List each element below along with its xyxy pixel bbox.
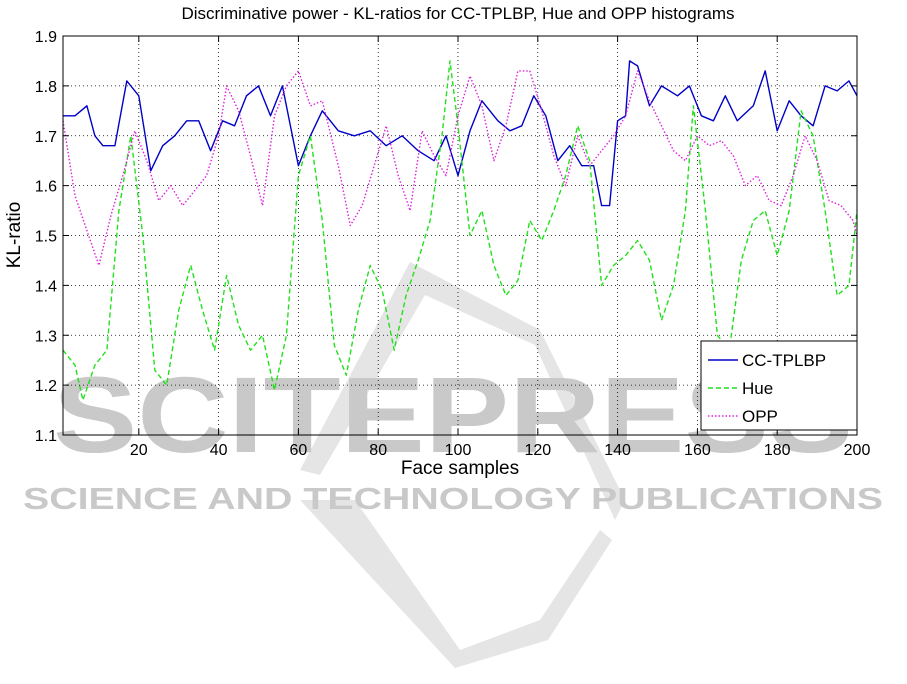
- legend: CC-TPLBP Hue OPP: [700, 340, 858, 431]
- x-tick-label: 20: [130, 442, 148, 459]
- chart-title: Discriminative power - KL-ratios for CC-…: [181, 4, 734, 23]
- watermark-logo-shape: [300, 262, 625, 668]
- x-tick-label: 180: [764, 442, 791, 459]
- plot-area: 20 40 60 80 100 120 140 160 180 200 1.1 1.2 1.3 1.4 1.…: [35, 29, 871, 459]
- y-tick-label: 1.1: [35, 428, 57, 445]
- legend-box: [700, 340, 858, 431]
- y-tick-label: 1.9: [35, 29, 57, 46]
- y-tick-label: 1.4: [35, 278, 57, 295]
- y-tick-label: 1.5: [35, 229, 57, 246]
- y-tick-label: 1.7: [35, 129, 57, 146]
- x-tick-label: 140: [604, 442, 631, 459]
- x-tick-label: 40: [210, 442, 228, 459]
- x-tick-label: 200: [844, 442, 871, 459]
- series-line-opp: [62, 70, 858, 267]
- y-tick-label: 1.2: [35, 378, 57, 395]
- y-axis-label: KL-ratio: [4, 202, 25, 269]
- y-tick-label: 1.8: [35, 79, 57, 96]
- x-tick-label: 80: [369, 442, 387, 459]
- legend-label: Hue: [742, 379, 773, 398]
- series-line-cc-tplbp: [63, 60, 858, 207]
- x-tick-label: 100: [445, 442, 472, 459]
- x-tick-label: 120: [524, 442, 551, 459]
- axis-ticks: 20 40 60 80 100 120 140 160 180 200 1.1 1.2 1.3 1.4 1.…: [35, 29, 871, 459]
- x-tick-label: 160: [684, 442, 711, 459]
- y-tick-label: 1.6: [35, 179, 57, 196]
- x-tick-label: 60: [290, 442, 308, 459]
- legend-label: OPP: [742, 407, 778, 426]
- series-layer: [62, 60, 858, 401]
- watermark-sub-text: SCIENCE AND TECHNOLOGY PUBLICATIONS: [23, 481, 883, 516]
- y-tick-label: 1.3: [35, 328, 57, 345]
- x-axis-label: Face samples: [401, 458, 519, 479]
- legend-label: CC-TPLBP: [742, 351, 826, 370]
